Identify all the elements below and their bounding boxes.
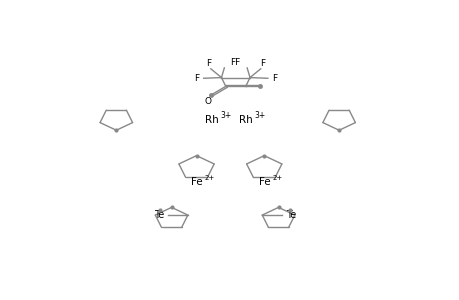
Text: Fe: Fe bbox=[191, 176, 202, 187]
Text: Rh: Rh bbox=[205, 115, 219, 124]
Text: F: F bbox=[259, 59, 264, 68]
Text: 3+: 3+ bbox=[254, 111, 265, 120]
Text: Rh: Rh bbox=[239, 115, 252, 124]
Text: F: F bbox=[206, 59, 211, 68]
Text: 2+: 2+ bbox=[204, 175, 214, 181]
Text: Fe: Fe bbox=[258, 176, 270, 187]
Text: 2+: 2+ bbox=[272, 175, 282, 181]
Text: O: O bbox=[204, 97, 211, 106]
Text: 3+: 3+ bbox=[220, 111, 231, 120]
Text: Te: Te bbox=[153, 210, 163, 220]
Text: FF: FF bbox=[230, 58, 241, 67]
Text: F: F bbox=[194, 74, 199, 83]
Text: Te: Te bbox=[285, 210, 296, 220]
Text: F: F bbox=[272, 74, 277, 83]
